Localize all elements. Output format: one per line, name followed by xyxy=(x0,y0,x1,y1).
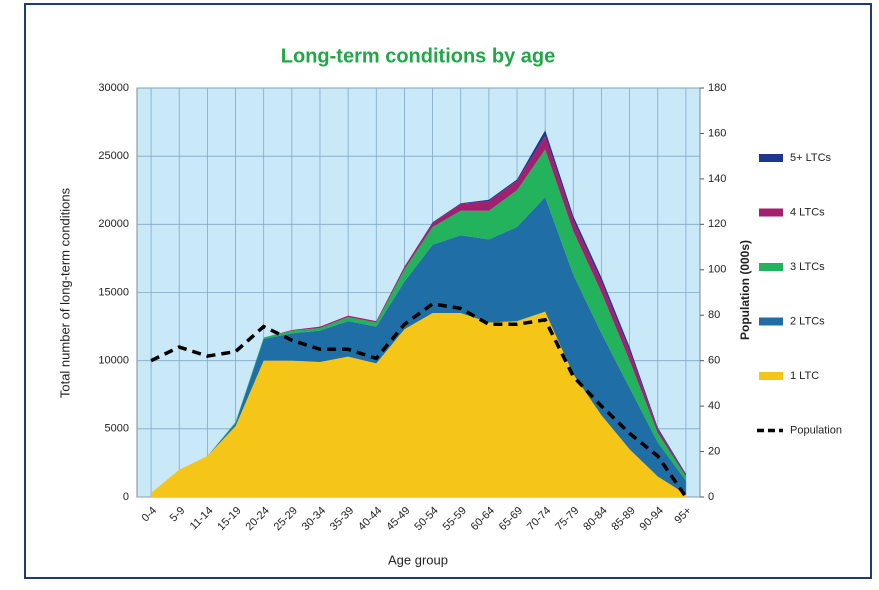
y-tick-label: 25000 xyxy=(98,150,129,162)
y2-tick-label: 100 xyxy=(708,264,726,276)
legend-label: 2 LTCs xyxy=(790,315,825,327)
y-tick-label: 15000 xyxy=(98,286,129,298)
y2-tick-label: 20 xyxy=(708,445,720,457)
x-tick-label: 85-89 xyxy=(609,505,637,533)
y2-tick-label: 180 xyxy=(708,82,726,94)
x-tick-label: 90-94 xyxy=(638,505,666,533)
x-tick-label: 15-19 xyxy=(215,505,243,533)
y-tick-label: 30000 xyxy=(98,82,129,94)
x-tick-label: 40-44 xyxy=(356,505,384,533)
y2-tick-label: 80 xyxy=(708,309,720,321)
legend-swatch xyxy=(759,263,783,271)
legend-label: 3 LTCs xyxy=(790,261,825,273)
x-tick-label: 30-34 xyxy=(300,505,328,533)
x-tick-label: 35-39 xyxy=(328,505,356,533)
x-tick-label: 70-74 xyxy=(525,505,553,533)
y-tick-label: 0 xyxy=(123,491,129,503)
y2-tick-label: 140 xyxy=(708,173,726,185)
x-tick-label: 11-14 xyxy=(188,505,216,533)
frame xyxy=(24,3,872,579)
y-tick-label: 5000 xyxy=(105,423,129,435)
x-tick-label: 55-59 xyxy=(441,505,469,533)
legend-label: 4 LTCs xyxy=(790,206,825,218)
x-tick-label: 65-69 xyxy=(497,505,525,533)
y2-tick-label: 160 xyxy=(708,127,726,139)
legend-swatch xyxy=(759,208,783,217)
x-tick-label: 80-84 xyxy=(581,505,609,533)
legend-label: Population xyxy=(790,424,842,436)
y2-tick-label: 60 xyxy=(708,355,720,367)
area xyxy=(151,311,686,497)
y2-axis-label: Population (000s) xyxy=(738,240,752,340)
x-tick-label: 95+ xyxy=(672,505,694,527)
y2-tick-label: 0 xyxy=(708,491,714,503)
legend-swatch xyxy=(759,154,783,162)
x-tick-label: 75-79 xyxy=(553,505,581,533)
y2-tick-label: 40 xyxy=(708,400,720,412)
x-tick-label: 45-49 xyxy=(384,505,412,533)
legend-swatch xyxy=(759,317,783,326)
x-tick-label: 0-4 xyxy=(140,505,160,525)
y2-tick-label: 120 xyxy=(708,218,726,230)
y-tick-label: 10000 xyxy=(98,355,129,367)
line xyxy=(150,302,688,498)
y-axis-label: Total number of long-term conditions xyxy=(57,187,72,398)
x-tick-label: 20-24 xyxy=(243,505,271,533)
x-tick-label: 60-64 xyxy=(469,505,497,533)
chart-title: Long-term conditions by age xyxy=(281,45,555,67)
legend-label: 1 LTC xyxy=(790,370,819,382)
x-tick-label: 25-29 xyxy=(272,505,300,533)
legend-label: 5+ LTCs xyxy=(790,152,832,164)
legend-swatch xyxy=(759,372,783,380)
x-tick-label: 50-54 xyxy=(412,505,440,533)
y-tick-label: 20000 xyxy=(98,218,129,230)
area xyxy=(151,197,686,495)
x-tick-label: 5-9 xyxy=(168,505,188,525)
x-axis-label: Age group xyxy=(388,552,448,567)
